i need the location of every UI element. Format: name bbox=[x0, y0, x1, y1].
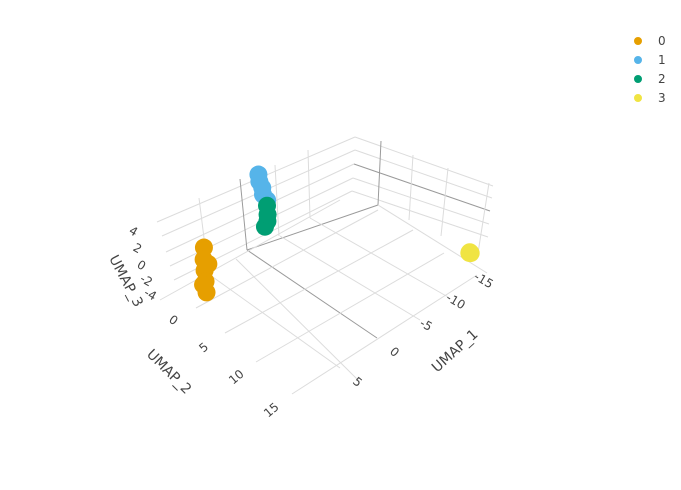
y-tick: 0 bbox=[166, 312, 180, 328]
legend-item-1[interactable]: 1 bbox=[630, 50, 666, 69]
y-tick: 5 bbox=[196, 340, 211, 356]
point-cluster-2[interactable] bbox=[258, 205, 277, 224]
x-tick: 0 bbox=[387, 344, 402, 360]
y-tick: 15 bbox=[261, 400, 282, 421]
x-tick: -15 bbox=[472, 269, 496, 291]
legend: 0 1 2 3 bbox=[630, 31, 666, 107]
x-axis-title: UMAP_1 bbox=[429, 326, 482, 376]
legend-item-0[interactable]: 0 bbox=[630, 31, 666, 50]
legend-item-3[interactable]: 3 bbox=[630, 88, 666, 107]
legend-marker bbox=[634, 55, 642, 64]
point-cluster-0[interactable] bbox=[194, 275, 213, 294]
x-tick: 5 bbox=[350, 374, 365, 390]
point-cluster-0[interactable] bbox=[199, 254, 218, 273]
axis-labels: 4 2 0 -2 -4 UMAP_3 0 5 10 15 UMAP_2 -15 … bbox=[105, 223, 495, 420]
legend-marker bbox=[634, 36, 642, 45]
data-points bbox=[194, 165, 480, 302]
z-tick: 4 bbox=[127, 223, 141, 239]
legend-marker bbox=[634, 74, 642, 83]
x-tick: -5 bbox=[417, 316, 434, 334]
y-axis-title: UMAP_2 bbox=[143, 347, 194, 398]
legend-item-2[interactable]: 2 bbox=[630, 69, 666, 88]
legend-label: 2 bbox=[658, 71, 666, 86]
z-tick: 0 bbox=[135, 257, 149, 273]
legend-marker bbox=[634, 93, 642, 102]
y-tick: 10 bbox=[226, 367, 247, 388]
legend-label: 0 bbox=[658, 33, 666, 48]
legend-label: 1 bbox=[658, 52, 666, 67]
grid-lines bbox=[156, 136, 494, 395]
z-tick: 2 bbox=[131, 240, 145, 256]
point-cluster-3[interactable] bbox=[460, 243, 479, 262]
legend-label: 3 bbox=[658, 90, 666, 105]
